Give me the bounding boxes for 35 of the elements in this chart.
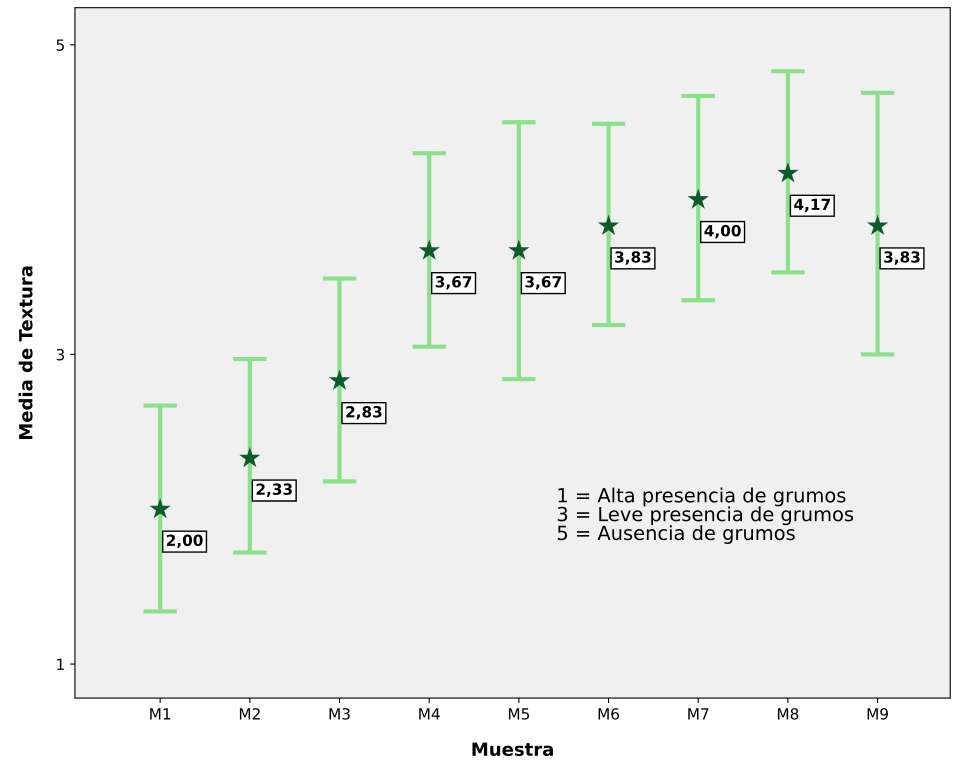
y-tick-label: 5 xyxy=(56,40,64,51)
data-label: 4,17 xyxy=(794,198,830,212)
x-tick-label: M8 xyxy=(778,708,798,720)
point xyxy=(418,240,440,260)
data-label: 2,00 xyxy=(166,534,203,548)
annotation: 1 = Alta presencia de grumos xyxy=(558,488,846,506)
data-label: 3,83 xyxy=(615,251,651,265)
annotation: 3 = Leve presencia de grumos xyxy=(558,506,854,526)
x-axis-title: Muestra xyxy=(472,742,553,756)
x-tick-label: M9 xyxy=(868,708,888,720)
data-label: 4,00 xyxy=(704,224,741,238)
x-tick-label: M3 xyxy=(330,708,350,720)
x-tick-label: M4 xyxy=(419,708,440,720)
point xyxy=(150,498,171,518)
annotation: 5 = Ausencia de grumos xyxy=(558,525,795,544)
x-tick-label: M1 xyxy=(150,708,170,720)
y-tick-label: 3 xyxy=(56,348,64,360)
x-tick-label: M6 xyxy=(598,708,620,720)
point xyxy=(866,214,888,236)
point xyxy=(777,162,799,182)
data-label: 3,67 xyxy=(436,276,472,290)
point xyxy=(239,446,260,468)
x-tick-label: M5 xyxy=(508,708,529,720)
data-label: 2,83 xyxy=(346,406,382,420)
data-label: 3,67 xyxy=(525,276,561,290)
x-tick-label: M2 xyxy=(240,708,260,720)
point xyxy=(508,240,530,260)
data-label: 3,83 xyxy=(884,251,920,265)
point xyxy=(688,188,709,209)
y-axis-title: Media de Textura xyxy=(18,266,33,440)
data-label: 2,33 xyxy=(256,483,292,497)
x-tick-label: M7 xyxy=(688,708,708,720)
point xyxy=(598,214,620,236)
y-tick-label: 1 xyxy=(57,658,64,670)
point xyxy=(328,370,350,390)
